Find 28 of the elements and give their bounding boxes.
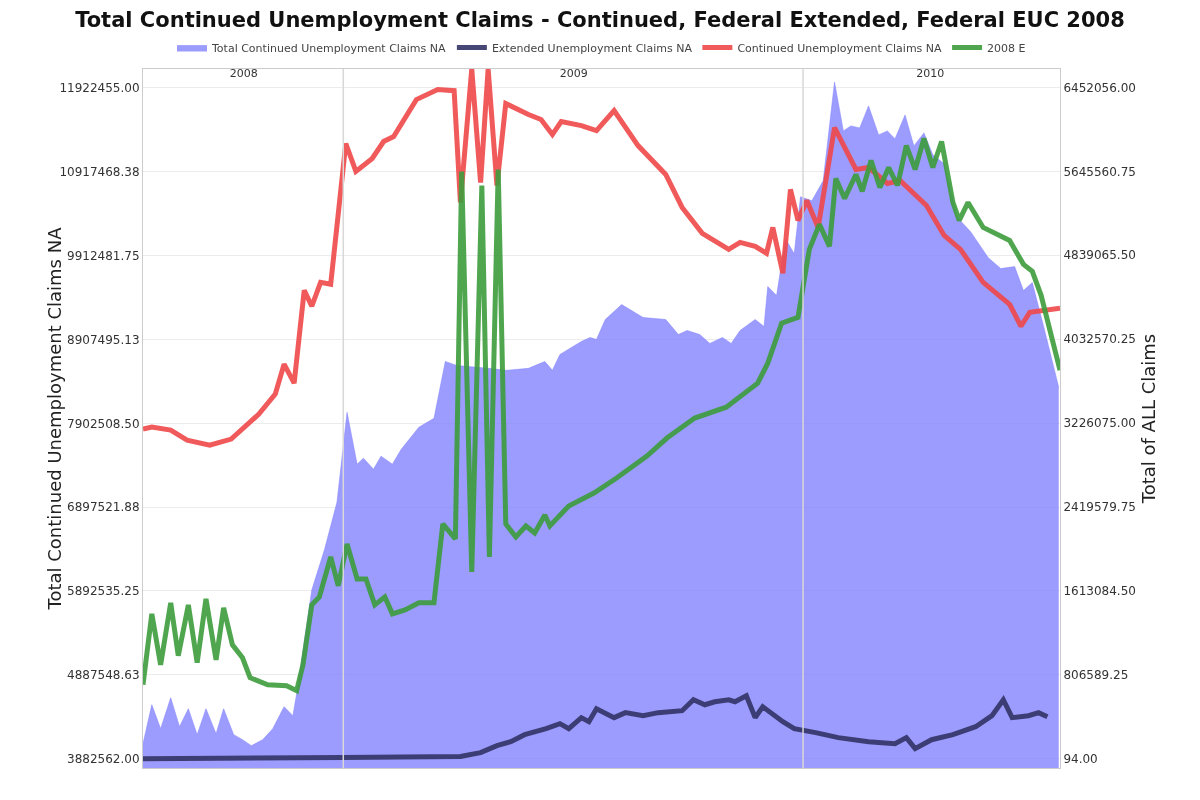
chart-title: Total Continued Unemployment Claims - Continued, Federal Extended, Federal EUC 2008 [75, 7, 1125, 32]
legend-label: 2008 E [987, 41, 1026, 55]
y2-tick-label: 94.00 [1063, 751, 1098, 766]
y-tick-label: 3882562.00 [67, 751, 140, 766]
y2-axis-title: Total of ALL Claims [1137, 333, 1159, 505]
y-axis-title: Total Continued Unemployment Claims NA [44, 226, 66, 611]
y-tick-label: 10917468.38 [59, 165, 140, 180]
y2-tick-label: 3226075.00 [1063, 416, 1136, 431]
y2-tick-label: 806589.25 [1063, 667, 1129, 682]
y2-tick-label: 5645560.75 [1063, 164, 1136, 179]
x-tick-label: 2009 [559, 67, 588, 81]
y2-tick-label: 4032570.25 [1063, 332, 1136, 347]
y-tick-label: 4887548.63 [67, 667, 140, 682]
y2-tick-label: 6452056.00 [1063, 80, 1136, 95]
y-tick-label: 11922455.00 [59, 81, 140, 96]
y2-tick-label: 2419579.75 [1063, 500, 1136, 515]
legend-label: Total Continued Unemployment Claims NA [211, 41, 446, 55]
y-tick-label: 7902508.50 [67, 416, 140, 431]
y-tick-label: 5892535.25 [67, 584, 140, 599]
y-tick-label: 9912481.75 [67, 248, 140, 263]
y-tick-label: 6897521.88 [67, 500, 140, 515]
y2-tick-label: 4839065.50 [1063, 248, 1136, 263]
x-tick-label: 2008 [229, 67, 258, 81]
y2-tick-label: 1613084.50 [1063, 584, 1136, 599]
legend-label: Continued Unemployment Claims NA [737, 41, 943, 55]
legend-label: Extended Unemployment Claims NA [491, 41, 693, 55]
y-tick-label: 8907495.13 [67, 332, 140, 347]
x-tick-label: 2010 [916, 67, 945, 81]
